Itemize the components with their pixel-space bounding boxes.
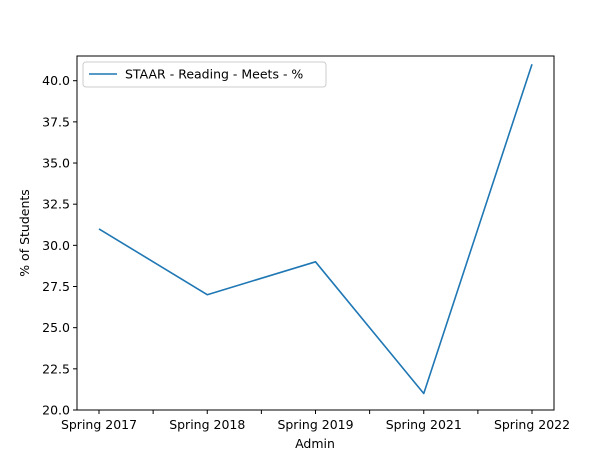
series-line <box>98 63 533 395</box>
y-axis-label: % of Students <box>17 189 32 277</box>
x-tick-label: Spring 2022 <box>494 417 570 432</box>
y-tick-label: 32.5 <box>42 197 70 212</box>
y-tick-label: 30.0 <box>42 238 70 253</box>
y-tick-label: 25.0 <box>42 320 70 335</box>
legend-entry-label: STAAR - Reading - Meets - % <box>125 67 303 82</box>
y-tick-label: 27.5 <box>42 279 70 294</box>
x-axis-label: Admin <box>295 436 335 451</box>
y-tick-label: 22.5 <box>42 361 70 376</box>
legend-box <box>82 61 327 88</box>
y-tick-label: 20.0 <box>42 403 70 418</box>
axes-ticks: 20.0 22.5 25.0 27.5 30.0 32.5 35.0 37.5 40.0 Spri… <box>42 73 570 432</box>
y-tick-label: 37.5 <box>42 114 70 129</box>
y-tick-label: 40.0 <box>42 73 70 88</box>
x-tick-label: Spring 2017 <box>61 417 137 432</box>
plot-area-frame <box>76 55 555 411</box>
x-tick-label: Spring 2021 <box>386 417 462 432</box>
x-tick-label: Spring 2018 <box>169 417 245 432</box>
plot-lines <box>98 63 533 395</box>
y-tick-label: 35.0 <box>42 156 70 171</box>
legend: STAAR - Reading - Meets - % <box>82 61 327 88</box>
x-tick-label: Spring 2019 <box>277 417 353 432</box>
